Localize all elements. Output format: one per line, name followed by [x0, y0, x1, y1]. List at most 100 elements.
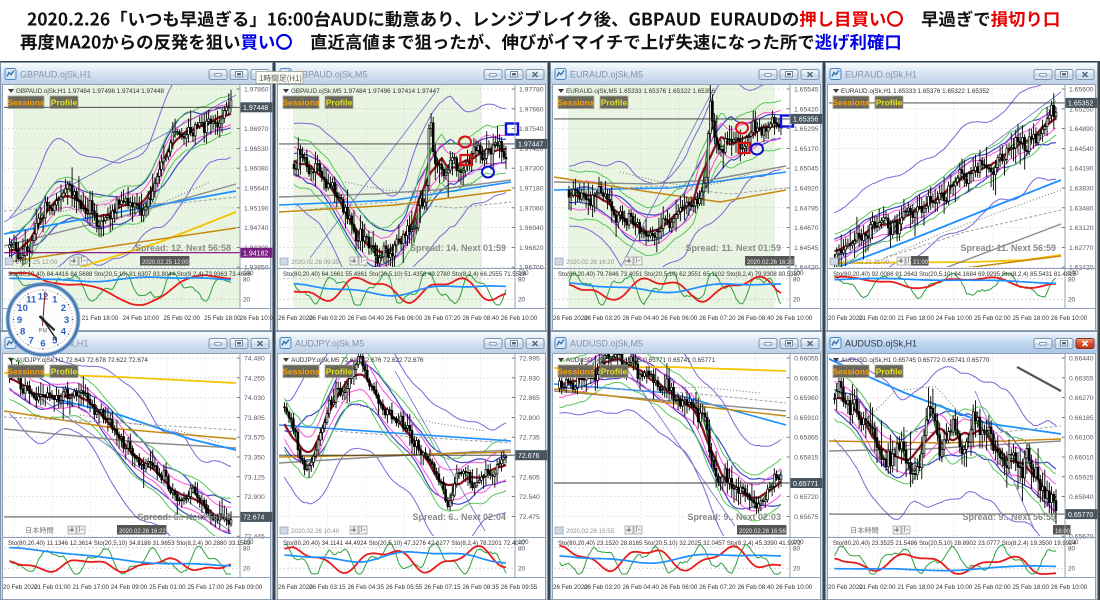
- svg-text:26 Feb 10:00: 26 Feb 10:00: [240, 315, 277, 322]
- svg-text:26 Feb 07:20: 26 Feb 07:20: [424, 315, 461, 322]
- svg-text:1.94740: 1.94740: [244, 225, 269, 232]
- svg-text:72.540: 72.540: [519, 494, 540, 501]
- svg-text:0.65840: 0.65840: [1069, 494, 1094, 501]
- svg-text:10: 10: [17, 303, 28, 314]
- svg-text:1.65545: 1.65545: [794, 87, 819, 94]
- svg-text:Profile: Profile: [876, 367, 903, 377]
- svg-text:16:00: 16:00: [1055, 529, 1071, 535]
- svg-text:72.865: 72.865: [519, 395, 540, 402]
- svg-text:1.65352: 1.65352: [1068, 101, 1093, 108]
- svg-text:1.64540: 1.64540: [1069, 146, 1094, 153]
- svg-text:0.65675: 0.65675: [794, 514, 819, 521]
- svg-text:26 Feb 2020: 26 Feb 2020: [553, 584, 588, 591]
- svg-text:EURAUD.ojSk,M5 1.65333 1.6537: EURAUD.ojSk,M5 1.65333 1.65376 1.65322 1…: [566, 88, 716, 95]
- svg-text:1.97447: 1.97447: [518, 142, 543, 149]
- svg-text:2020.02.26 16:20: 2020.02.26 16:20: [566, 259, 615, 266]
- svg-text:2020.02.26 10:40: 2020.02.26 10:40: [291, 528, 340, 535]
- svg-text:1.64190: 1.64190: [1069, 166, 1094, 173]
- svg-text:EURAUD.ojSk,H1: EURAUD.ojSk,H1: [845, 70, 917, 80]
- svg-text:EURAUD.ojSk,H1 1.65333 1.6537: EURAUD.ojSk,H1 1.65333 1.65376 1.65322 1…: [841, 88, 990, 95]
- svg-text:0.65910: 0.65910: [794, 415, 819, 422]
- svg-text:1.97420: 1.97420: [519, 146, 544, 153]
- svg-text:72.605: 72.605: [519, 474, 540, 481]
- svg-text:72.475: 72.475: [519, 514, 540, 521]
- svg-text:1: 1: [52, 295, 58, 306]
- svg-text:72.995: 72.995: [519, 356, 540, 363]
- svg-text:1.97180: 1.97180: [519, 186, 544, 193]
- svg-text:26 Feb 10:00: 26 Feb 10:00: [776, 584, 813, 591]
- svg-text:26 Feb 10:00: 26 Feb 10:00: [776, 315, 813, 322]
- svg-text:Spread: 6.. Next 56:59: Spread: 6.. Next 56:59: [137, 512, 231, 522]
- svg-text:1.65170: 1.65170: [794, 146, 819, 153]
- svg-text:1.96530: 1.96530: [244, 146, 269, 153]
- svg-text:80: 80: [243, 276, 251, 283]
- svg-text:25 Feb 01:00: 25 Feb 01:00: [149, 584, 186, 591]
- svg-text:21 Feb 01:00: 21 Feb 01:00: [34, 584, 71, 591]
- svg-text:20: 20: [793, 297, 801, 304]
- svg-text:21 Feb 17:00: 21 Feb 17:00: [72, 584, 109, 591]
- svg-text:Sto(80,20,40) 34.1141 44.4924: Sto(80,20,40) 34.1141 44.4924 Sto(20,5,1…: [283, 540, 526, 547]
- svg-text:1.97060: 1.97060: [519, 205, 544, 212]
- svg-text:AUDJPY.ojSk,M5 72.633 72.676: AUDJPY.ojSk,M5 72.633 72.676 72.622 72.6…: [291, 357, 424, 364]
- svg-text:1.94182: 1.94182: [243, 251, 268, 258]
- svg-text:1.65356: 1.65356: [793, 117, 818, 124]
- svg-text:80: 80: [793, 545, 801, 552]
- svg-text:1.97448: 1.97448: [243, 105, 268, 112]
- svg-text:26 Feb 04:35: 26 Feb 04:35: [347, 584, 384, 591]
- svg-text:72.930: 72.930: [519, 375, 540, 382]
- svg-text:2: 2: [61, 303, 66, 314]
- svg-text:Sessions: Sessions: [832, 98, 870, 108]
- svg-text:26 Feb 07:20: 26 Feb 07:20: [699, 584, 736, 591]
- svg-text:26 Feb 05:55: 26 Feb 05:55: [386, 584, 423, 591]
- svg-text:26 Feb 2020: 26 Feb 2020: [278, 315, 313, 322]
- svg-text:Spread: 11. Next 56:59: Spread: 11. Next 56:59: [960, 243, 1056, 253]
- svg-text:20: 20: [243, 566, 251, 573]
- svg-text:1.64920: 1.64920: [794, 186, 819, 193]
- svg-text:72.900: 72.900: [244, 494, 265, 501]
- svg-text:20: 20: [518, 566, 526, 573]
- svg-text:25 Feb 02:00: 25 Feb 02:00: [163, 315, 200, 322]
- svg-text:0.65960: 0.65960: [794, 395, 819, 402]
- svg-text:25 Feb 18:00: 25 Feb 18:00: [1012, 315, 1049, 322]
- svg-text:21 Feb 18:00: 21 Feb 18:00: [897, 315, 934, 322]
- svg-text:1.65295: 1.65295: [794, 126, 819, 133]
- svg-text:1.63830: 1.63830: [1069, 186, 1094, 193]
- svg-text:26 Feb 07:15: 26 Feb 07:15: [424, 584, 461, 591]
- svg-text:100: 100: [518, 539, 529, 546]
- svg-text:Spread: 14. Next 01:59: Spread: 14. Next 01:59: [410, 243, 506, 253]
- svg-text:74.480: 74.480: [244, 356, 265, 363]
- svg-text:26 Feb 04:40: 26 Feb 04:40: [622, 315, 659, 322]
- svg-text:80: 80: [1068, 545, 1076, 552]
- svg-text:26 Feb 08:40: 26 Feb 08:40: [737, 315, 774, 322]
- svg-text:Profile: Profile: [876, 98, 903, 108]
- svg-text:2020.02.26 16:56: 2020.02.26 16:56: [739, 529, 786, 535]
- svg-text:1.64890: 1.64890: [1069, 126, 1094, 133]
- svg-text:Sessions: Sessions: [282, 98, 320, 108]
- svg-text:1.96940: 1.96940: [519, 225, 544, 232]
- svg-text:26 Feb 10:00: 26 Feb 10:00: [501, 315, 538, 322]
- svg-text:26 Feb 08:40: 26 Feb 08:40: [737, 584, 774, 591]
- svg-text:74.255: 74.255: [244, 375, 265, 382]
- svg-text:GBPAUD.ojSk,M5: GBPAUD.ojSk,M5: [295, 70, 367, 80]
- svg-text:1.65420: 1.65420: [794, 106, 819, 113]
- svg-text:Spread: 11. Next 01:59: Spread: 11. Next 01:59: [685, 243, 781, 253]
- svg-text:2020.02.25 12:00: 2020.02.25 12:00: [142, 260, 189, 266]
- svg-text:AUDUSD.ojSk,M5 0.65745 0.6577: AUDUSD.ojSk,M5 0.65745 0.65771 0.65741 0…: [566, 357, 716, 364]
- svg-text:20: 20: [1068, 566, 1076, 573]
- svg-text:26 Feb 04:40: 26 Feb 04:40: [347, 315, 384, 322]
- svg-text:0.66185: 0.66185: [1069, 415, 1094, 422]
- svg-text:Profile: Profile: [601, 367, 628, 377]
- svg-text:20: 20: [243, 297, 251, 304]
- svg-text:0.65815: 0.65815: [794, 455, 819, 462]
- svg-text:1.97540: 1.97540: [519, 126, 544, 133]
- svg-text:72.676: 72.676: [518, 453, 540, 460]
- svg-text:8: 8: [20, 327, 25, 338]
- svg-text:25 Feb 18:00: 25 Feb 18:00: [204, 315, 241, 322]
- svg-text:Sessions: Sessions: [832, 367, 870, 377]
- svg-text:5: 5: [52, 335, 58, 346]
- svg-text:1.62770: 1.62770: [1069, 245, 1094, 252]
- svg-text:26 Feb 03:20: 26 Feb 03:20: [584, 584, 621, 591]
- svg-text:1.65600: 1.65600: [1069, 87, 1094, 94]
- svg-text:Sto(80,20,40) 11.1346 12.3614: Sto(80,20,40) 11.1346 12.3614 Sto(20,5,1…: [8, 540, 251, 547]
- svg-text:2020.02.26 15:55: 2020.02.26 15:55: [566, 528, 615, 535]
